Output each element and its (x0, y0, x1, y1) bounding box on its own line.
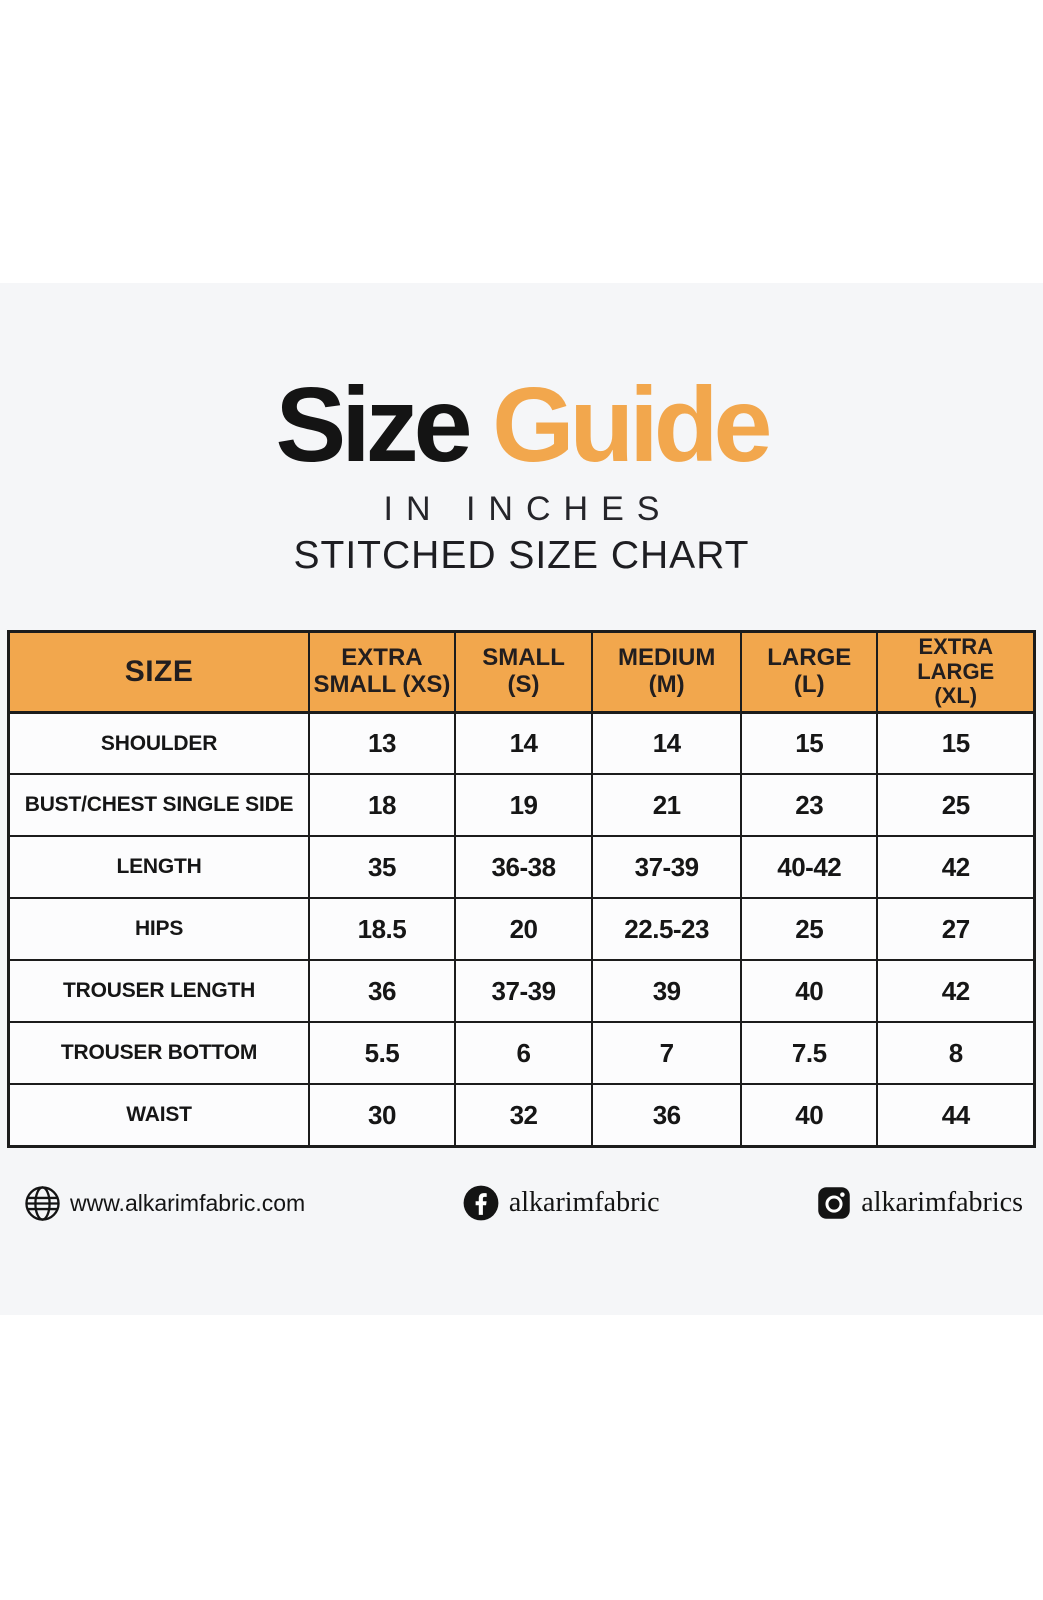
cell-waist-l: 40 (740, 1083, 879, 1148)
cell-length-s: 36-38 (453, 835, 594, 900)
header-cell-extra-large: EXTRA LARGE (XL) (876, 630, 1036, 714)
cell-bust-l: 23 (740, 773, 879, 838)
cell-length-l: 40-42 (740, 835, 879, 900)
cell-trouser-bottom-l: 7.5 (740, 1021, 879, 1086)
cell-trouser-length-xs: 36 (308, 959, 456, 1024)
table-row-length: LENGTH 35 36-38 37-39 40-42 42 (7, 835, 1036, 900)
title-word-size: Size (275, 366, 473, 484)
subtitle-stitched-size-chart: STITCHED SIZE CHART (293, 534, 750, 577)
row-label-length: LENGTH (7, 835, 311, 900)
header-cell-extra-small: EXTRA SMALL (XS) (308, 630, 456, 714)
cell-bust-xl: 25 (876, 773, 1036, 838)
globe-icon (24, 1185, 61, 1222)
website-url: www.alkarimfabric.com (70, 1189, 306, 1216)
header-cell-size: SIZE (7, 630, 311, 714)
cell-bust-xs: 18 (308, 773, 456, 838)
cell-bust-m: 21 (591, 773, 743, 838)
instagram-handle: alkarimfabrics (861, 1187, 1023, 1218)
cell-trouser-length-xl: 42 (876, 959, 1036, 1024)
table-row-trouser-length: TROUSER LENGTH 36 37-39 39 40 42 (7, 959, 1036, 1024)
cell-bust-s: 19 (453, 773, 594, 838)
table-header-row: SIZE EXTRA SMALL (XS) SMALL (S) MEDIUM (… (7, 630, 1036, 714)
footer-website: www.alkarimfabric.com (24, 1185, 305, 1222)
cell-length-xl: 42 (876, 835, 1036, 900)
header-cell-medium: MEDIUM (M) (591, 630, 743, 714)
cell-trouser-bottom-s: 6 (453, 1021, 594, 1086)
title-word-guide: Guide (492, 366, 772, 484)
cell-waist-xl: 44 (876, 1083, 1036, 1148)
row-label-waist: WAIST (7, 1083, 311, 1148)
cell-shoulder-s: 14 (453, 711, 594, 776)
cell-trouser-bottom-xl: 8 (876, 1021, 1036, 1086)
cell-trouser-bottom-m: 7 (591, 1021, 743, 1086)
cell-hips-m: 22.5-23 (591, 897, 743, 962)
cell-trouser-length-l: 40 (740, 959, 879, 1024)
footer-instagram: alkarimfabrics (816, 1185, 1023, 1221)
cell-trouser-length-s: 37-39 (453, 959, 594, 1024)
row-label-shoulder: SHOULDER (7, 711, 311, 776)
table-row-bust-chest: BUST/CHEST SINGLE SIDE 18 19 21 23 25 (7, 773, 1036, 838)
row-label-trouser-bottom: TROUSER BOTTOM (7, 1021, 311, 1086)
facebook-icon (462, 1184, 500, 1222)
table-row-waist: WAIST 30 32 36 40 44 (7, 1083, 1036, 1148)
table-row-shoulder: SHOULDER 13 14 14 15 15 (7, 711, 1036, 776)
facebook-handle: alkarimfabric (508, 1187, 660, 1218)
header-cell-small: SMALL (S) (453, 630, 594, 714)
cell-waist-s: 32 (453, 1083, 594, 1148)
cell-hips-l: 25 (740, 897, 879, 962)
cell-hips-s: 20 (453, 897, 594, 962)
table-row-trouser-bottom: TROUSER BOTTOM 5.5 6 7 7.5 8 (7, 1021, 1036, 1086)
table-row-hips: HIPS 18.5 20 22.5-23 25 27 (7, 897, 1036, 962)
cell-shoulder-l: 15 (740, 711, 879, 776)
footer-facebook: alkarimfabric (462, 1184, 660, 1222)
footer: www.alkarimfabric.com alkarimfabric alka… (0, 1184, 1043, 1222)
cell-waist-m: 36 (591, 1083, 743, 1148)
cell-length-m: 37-39 (591, 835, 743, 900)
subtitle-in-inches: IN INCHES (383, 490, 673, 528)
cell-shoulder-xl: 15 (876, 711, 1036, 776)
row-label-bust-chest: BUST/CHEST SINGLE SIDE (7, 773, 311, 838)
page-title: Size Guide (0, 372, 1043, 478)
cell-shoulder-m: 14 (591, 711, 743, 776)
cell-length-xs: 35 (308, 835, 456, 900)
row-label-trouser-length: TROUSER LENGTH (7, 959, 311, 1024)
cell-shoulder-xs: 13 (308, 711, 456, 776)
size-chart-table: SIZE EXTRA SMALL (XS) SMALL (S) MEDIUM (… (7, 630, 1036, 1148)
row-label-hips: HIPS (7, 897, 311, 962)
cell-trouser-length-m: 39 (591, 959, 743, 1024)
instagram-icon (816, 1185, 852, 1221)
cell-waist-xs: 30 (308, 1083, 456, 1148)
cell-hips-xs: 18.5 (308, 897, 456, 962)
cell-trouser-bottom-xs: 5.5 (308, 1021, 456, 1086)
cell-hips-xl: 27 (876, 897, 1036, 962)
header-cell-large: LARGE (L) (740, 630, 879, 714)
